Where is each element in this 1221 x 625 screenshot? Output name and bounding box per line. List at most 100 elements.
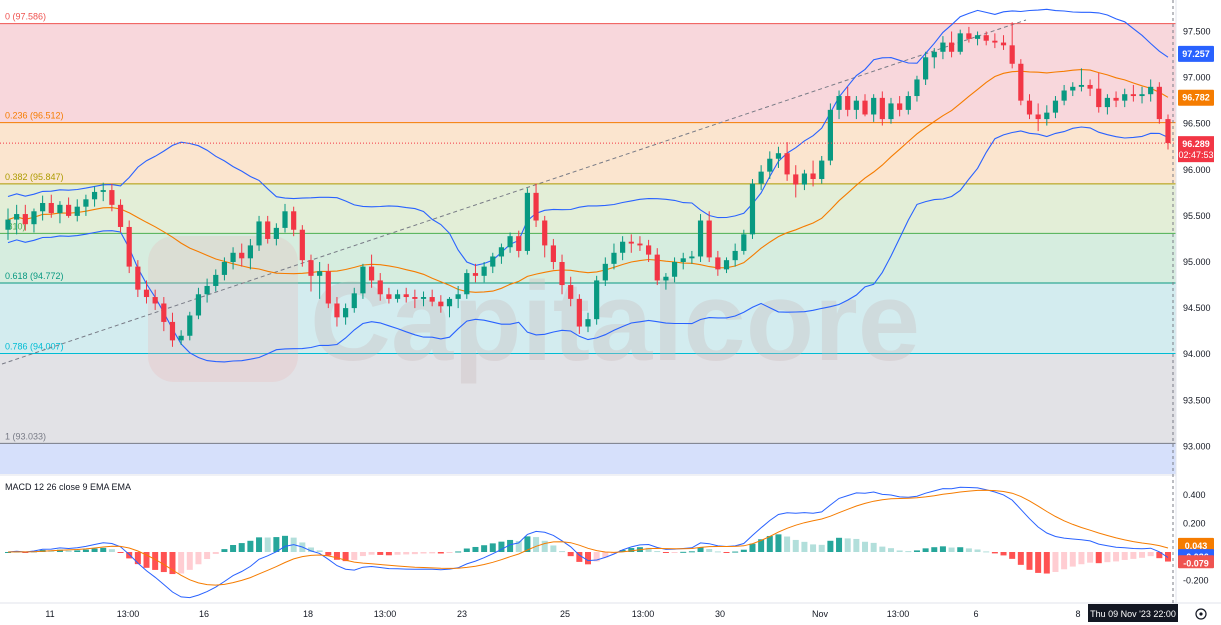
macd-histogram-bar bbox=[143, 552, 150, 568]
macd-histogram-bar bbox=[307, 547, 314, 552]
macd-histogram-bar bbox=[437, 552, 444, 554]
macd-histogram-bar bbox=[662, 552, 669, 553]
chart-background bbox=[0, 0, 1176, 24]
candle bbox=[542, 220, 548, 246]
candle bbox=[48, 202, 54, 214]
fib-level-label: 0.786 (94.007) bbox=[5, 342, 64, 352]
candle bbox=[273, 227, 279, 239]
price-tick-label: 94.000 bbox=[1183, 349, 1211, 359]
macd-histogram-bar bbox=[524, 536, 531, 552]
candles bbox=[5, 22, 1171, 347]
macd-histogram-bar bbox=[463, 548, 470, 552]
macd-histogram-bar bbox=[853, 538, 860, 552]
time-cursor-badge bbox=[1088, 604, 1178, 622]
candle bbox=[585, 319, 591, 327]
macd-histogram-bar bbox=[91, 548, 98, 552]
macd-histogram-bar bbox=[585, 552, 591, 565]
macd-histogram-bar bbox=[1069, 552, 1076, 567]
price-badge bbox=[1178, 45, 1214, 62]
candle bbox=[1000, 42, 1007, 46]
fib-level-label: 1 (93.033) bbox=[5, 431, 46, 441]
candle bbox=[602, 263, 608, 281]
macd-histogram-bar bbox=[186, 552, 193, 570]
price-tick-label: 95.000 bbox=[1183, 257, 1211, 267]
candle bbox=[931, 51, 937, 58]
candle bbox=[91, 191, 98, 200]
macd-histogram-bar bbox=[931, 547, 938, 552]
macd-histogram-bar bbox=[533, 537, 540, 552]
candle bbox=[524, 192, 531, 251]
macd-tick-label: 0.200 bbox=[1183, 518, 1206, 528]
candle bbox=[239, 252, 245, 259]
macd-histogram-bar bbox=[567, 552, 574, 557]
signal-line bbox=[7, 489, 1169, 586]
macd-histogram-bar bbox=[559, 551, 566, 553]
macd-histogram-bar bbox=[740, 549, 747, 552]
macd-line bbox=[7, 486, 1169, 599]
time-tick-label: 8 bbox=[1075, 609, 1080, 619]
macd-histogram-bar bbox=[195, 552, 202, 565]
candle bbox=[862, 100, 868, 115]
macd-histogram-bar bbox=[351, 552, 358, 560]
fib-band bbox=[0, 23, 1176, 123]
candle bbox=[472, 273, 479, 276]
candle bbox=[1035, 114, 1041, 120]
macd-histogram-bar bbox=[394, 552, 401, 555]
macd-histogram-bar bbox=[325, 552, 332, 556]
fib-level-label: .810) bbox=[5, 221, 26, 231]
candle bbox=[464, 273, 470, 295]
macd-histogram-bar bbox=[333, 552, 340, 560]
candle bbox=[775, 153, 782, 159]
candle bbox=[40, 202, 46, 212]
candle bbox=[801, 173, 808, 185]
candle bbox=[533, 192, 539, 221]
macd-histogram-bar bbox=[221, 549, 228, 552]
macd-histogram-bar bbox=[714, 551, 721, 553]
candle bbox=[516, 236, 522, 251]
candle bbox=[732, 250, 738, 261]
macd-tick-label: -0.200 bbox=[1183, 576, 1209, 586]
candle bbox=[386, 294, 392, 299]
candle bbox=[213, 274, 219, 286]
settings-icon[interactable] bbox=[1195, 608, 1207, 620]
macd-histogram-bar bbox=[507, 539, 514, 552]
macd-histogram-bar bbox=[1017, 552, 1024, 565]
candle bbox=[853, 100, 859, 110]
macd-histogram-bar bbox=[628, 548, 635, 552]
candle bbox=[793, 174, 799, 185]
macd-histogram-bar bbox=[922, 548, 929, 552]
candle bbox=[109, 190, 115, 205]
macd-histogram-bar bbox=[1043, 552, 1050, 574]
candle bbox=[438, 301, 444, 307]
macd-histogram-bar bbox=[1147, 552, 1154, 557]
candle bbox=[204, 285, 210, 295]
candle bbox=[948, 42, 955, 52]
candle bbox=[1070, 86, 1076, 91]
macd-histogram-bar bbox=[1165, 552, 1171, 562]
candle bbox=[836, 96, 842, 110]
fib-band bbox=[0, 183, 1176, 234]
time-tick-label: 11 bbox=[45, 609, 54, 619]
candle bbox=[135, 266, 141, 290]
candle bbox=[697, 220, 704, 257]
macd-histogram-bar bbox=[1052, 552, 1059, 572]
bollinger-upper bbox=[7, 8, 1169, 266]
macd-histogram-bar bbox=[117, 552, 124, 553]
candle bbox=[871, 97, 877, 115]
candle bbox=[412, 297, 418, 299]
candle bbox=[74, 206, 80, 216]
macd-histogram-bar bbox=[1061, 552, 1068, 570]
macd-histogram-bar bbox=[152, 552, 159, 570]
candle bbox=[897, 103, 903, 110]
price-tick-label: 97.500 bbox=[1183, 27, 1211, 37]
macd-histogram-bar bbox=[654, 551, 661, 553]
macd-histogram-bar bbox=[645, 547, 652, 552]
candle bbox=[974, 35, 981, 39]
candle bbox=[117, 204, 124, 227]
macd-histogram-bar bbox=[126, 552, 133, 559]
candle bbox=[645, 245, 652, 255]
macd-histogram-bar bbox=[455, 551, 462, 553]
candle bbox=[490, 256, 496, 267]
